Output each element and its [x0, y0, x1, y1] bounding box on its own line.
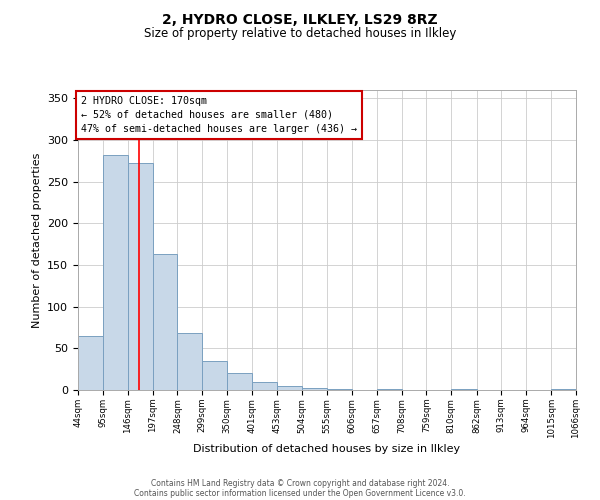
Bar: [227, 372, 252, 390]
Text: Contains HM Land Registry data © Crown copyright and database right 2024.: Contains HM Land Registry data © Crown c…: [151, 478, 449, 488]
Bar: [302, 388, 327, 390]
Text: Size of property relative to detached houses in Ilkley: Size of property relative to detached ho…: [144, 28, 456, 40]
Bar: [152, 254, 178, 390]
Bar: [451, 389, 476, 390]
X-axis label: Distribution of detached houses by size in Ilkley: Distribution of detached houses by size …: [193, 444, 461, 454]
Bar: [202, 361, 227, 390]
Bar: [103, 155, 128, 390]
Bar: [128, 164, 152, 390]
Bar: [252, 382, 277, 390]
Bar: [277, 386, 302, 390]
Bar: [178, 334, 202, 390]
Bar: [377, 389, 401, 390]
Bar: [551, 389, 576, 390]
Y-axis label: Number of detached properties: Number of detached properties: [32, 152, 41, 328]
Bar: [327, 389, 352, 390]
Text: 2 HYDRO CLOSE: 170sqm
← 52% of detached houses are smaller (480)
47% of semi-det: 2 HYDRO CLOSE: 170sqm ← 52% of detached …: [81, 96, 357, 134]
Bar: [78, 336, 103, 390]
Text: Contains public sector information licensed under the Open Government Licence v3: Contains public sector information licen…: [134, 488, 466, 498]
Text: 2, HYDRO CLOSE, ILKLEY, LS29 8RZ: 2, HYDRO CLOSE, ILKLEY, LS29 8RZ: [162, 12, 438, 26]
